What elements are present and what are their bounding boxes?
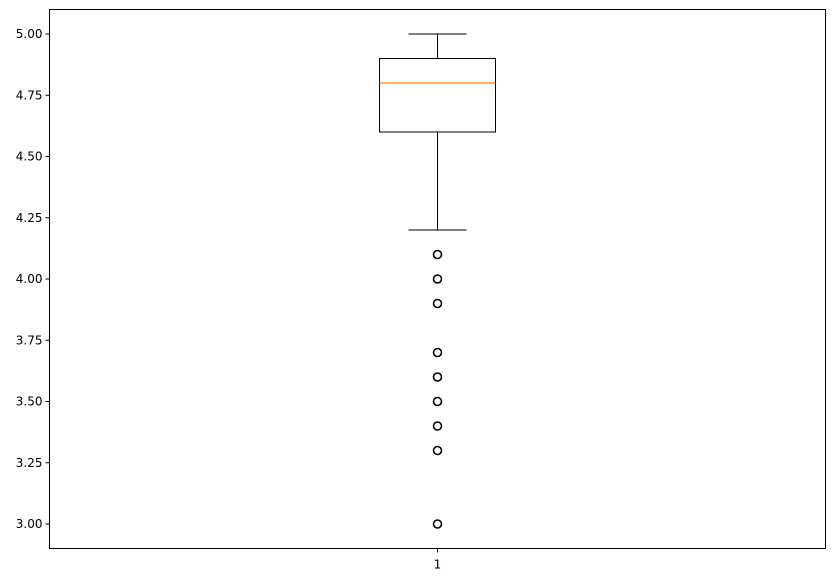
outlier-point xyxy=(432,347,443,358)
outlier-point xyxy=(432,445,443,456)
y-tick-label: 4.25 xyxy=(16,211,43,225)
y-tick-label: 5.00 xyxy=(16,27,43,41)
box-series xyxy=(379,33,496,231)
y-tick-label: 4.75 xyxy=(16,88,43,102)
y-tick-label: 3.25 xyxy=(16,456,43,470)
y-tick-label: 3.75 xyxy=(16,333,43,347)
iqr-box xyxy=(379,58,496,133)
outlier-point xyxy=(432,274,443,284)
x-axis: 1 xyxy=(434,548,442,572)
outlier-point xyxy=(432,396,443,407)
y-tick-label: 4.00 xyxy=(16,272,43,286)
y-axis: 3.00 3.25 3.50 3.75 4.00 4.25 4.50 4.75 5.00 xyxy=(16,27,50,531)
y-tick-label: 3.00 xyxy=(16,517,43,531)
x-tick-label: 1 xyxy=(434,558,442,572)
outlier-series xyxy=(432,249,443,529)
outlier-point xyxy=(432,421,443,431)
outlier-point xyxy=(432,249,443,260)
y-tick-label: 3.50 xyxy=(16,395,43,409)
y-tick-label: 4.50 xyxy=(16,150,43,164)
outlier-point xyxy=(432,519,443,529)
plot-area-frame xyxy=(49,9,826,549)
outlier-point xyxy=(432,372,443,382)
outlier-point xyxy=(432,298,443,309)
